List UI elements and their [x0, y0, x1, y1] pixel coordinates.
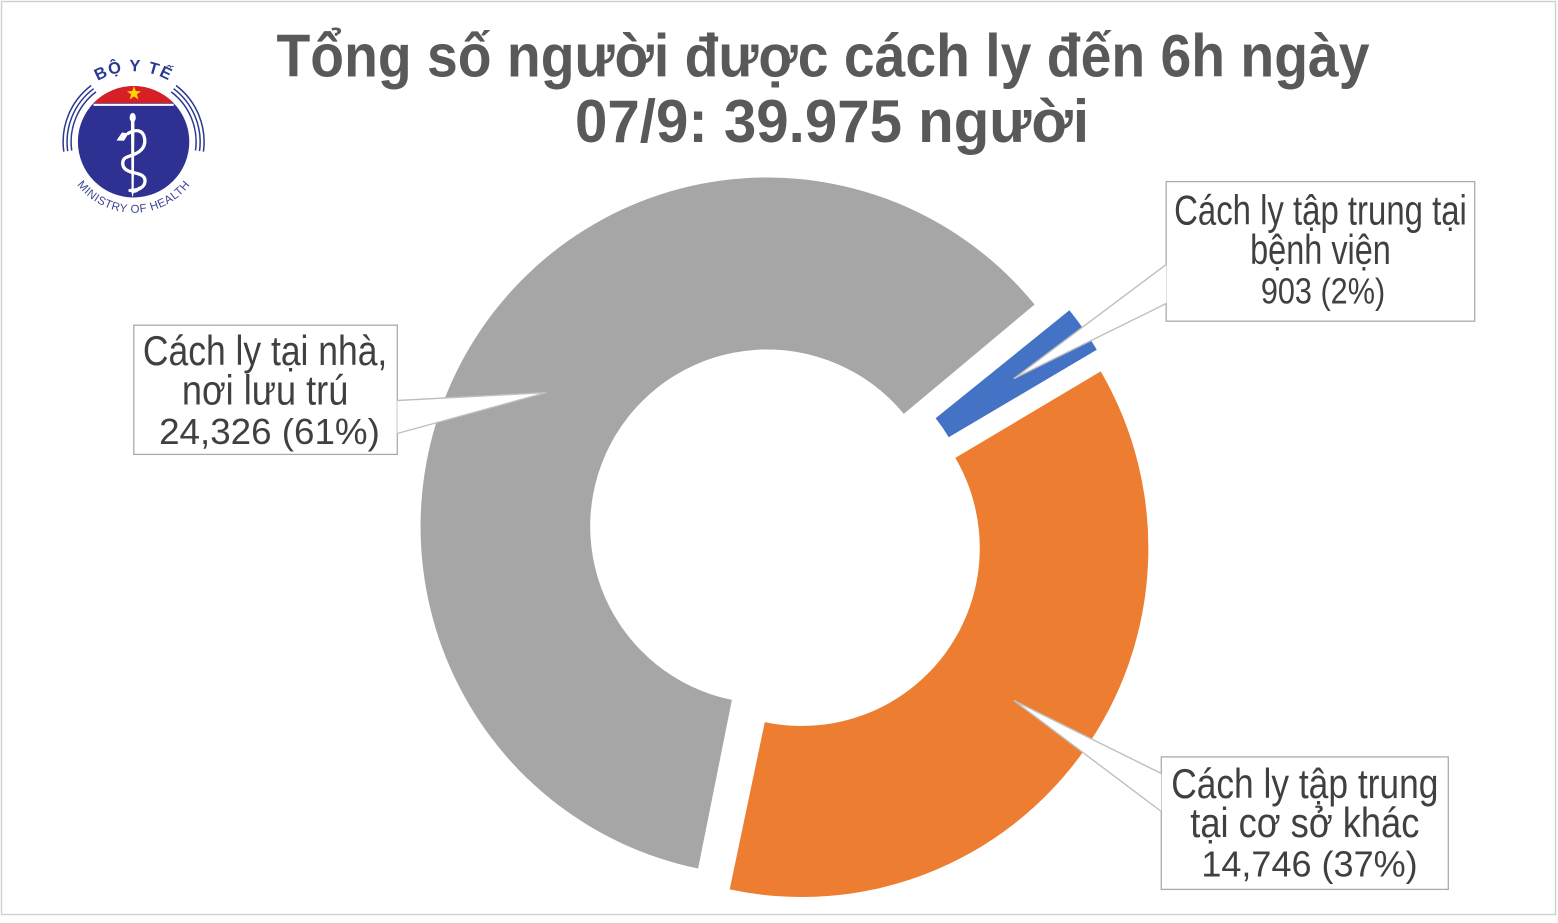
- svg-text:903 (2%): 903 (2%): [1261, 270, 1385, 311]
- svg-text:24,326 (61%): 24,326 (61%): [159, 411, 380, 452]
- svg-text:07/9: 39.975 người: 07/9: 39.975 người: [575, 88, 1089, 155]
- svg-text:Cách ly tập trung: Cách ly tập trung: [1171, 760, 1438, 807]
- svg-text:14,746 (37%): 14,746 (37%): [1201, 843, 1417, 884]
- svg-text:Cách ly tại nhà,: Cách ly tại nhà,: [143, 327, 387, 374]
- svg-text:tại cơ sở khác: tại cơ sở khác: [1190, 799, 1419, 846]
- svg-text:nơi lưu trú: nơi lưu trú: [182, 367, 349, 414]
- svg-text:bệnh viện: bệnh viện: [1250, 226, 1391, 273]
- svg-text:Tổng số người được cách ly đến: Tổng số người được cách ly đến 6h ngày: [277, 22, 1371, 89]
- svg-text:Cách ly tập trung tại: Cách ly tập trung tại: [1174, 186, 1467, 233]
